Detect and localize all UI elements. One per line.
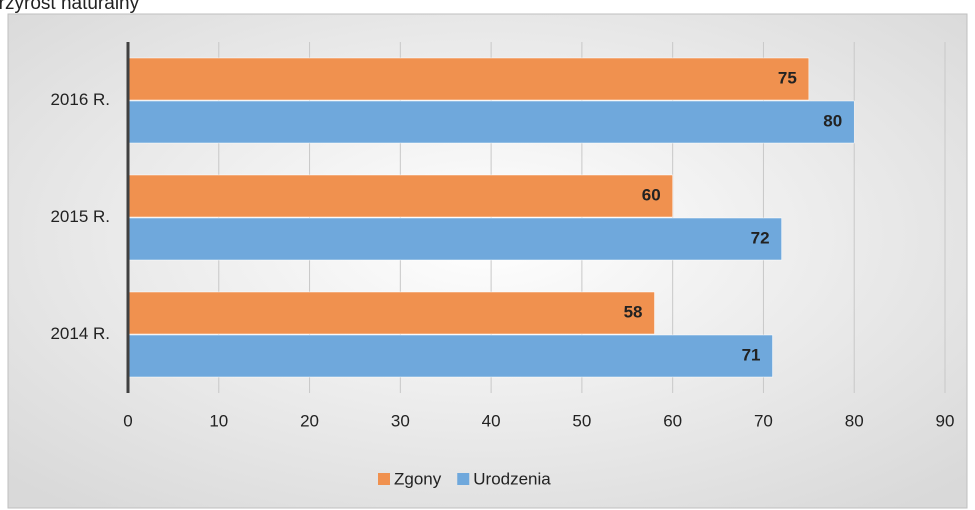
x-tick-label: 10 [209, 411, 228, 430]
x-tick-label: 60 [663, 411, 682, 430]
legend-swatch [378, 473, 390, 485]
legend-label: Urodzenia [473, 469, 551, 488]
x-tick-label: 0 [123, 411, 132, 430]
bar [127, 57, 810, 101]
x-tick-label: 20 [300, 411, 319, 430]
y-tick-label: 2016 R. [50, 90, 110, 109]
y-tick-label: 2014 R. [50, 324, 110, 343]
x-tick-label: 50 [572, 411, 591, 430]
x-tick-label: 40 [482, 411, 501, 430]
data-label: 80 [823, 111, 842, 130]
legend-label: Zgony [394, 469, 442, 488]
x-tick-label: 30 [391, 411, 410, 430]
y-tick-label: 2015 R. [50, 207, 110, 226]
bar [127, 291, 655, 335]
x-tick-label: 80 [845, 411, 864, 430]
legend-swatch [457, 473, 470, 485]
bar [127, 334, 773, 378]
x-tick-label: 70 [754, 411, 773, 430]
data-label: 72 [751, 228, 770, 247]
data-label: 71 [742, 345, 761, 364]
bar [127, 217, 782, 261]
bar [127, 174, 673, 218]
data-label: 60 [642, 185, 661, 204]
data-label: 58 [624, 302, 643, 321]
data-label: 75 [778, 68, 797, 87]
x-tick-label: 90 [936, 411, 955, 430]
bar [127, 100, 855, 144]
chart-title: Przyrost naturalny [0, 0, 140, 14]
